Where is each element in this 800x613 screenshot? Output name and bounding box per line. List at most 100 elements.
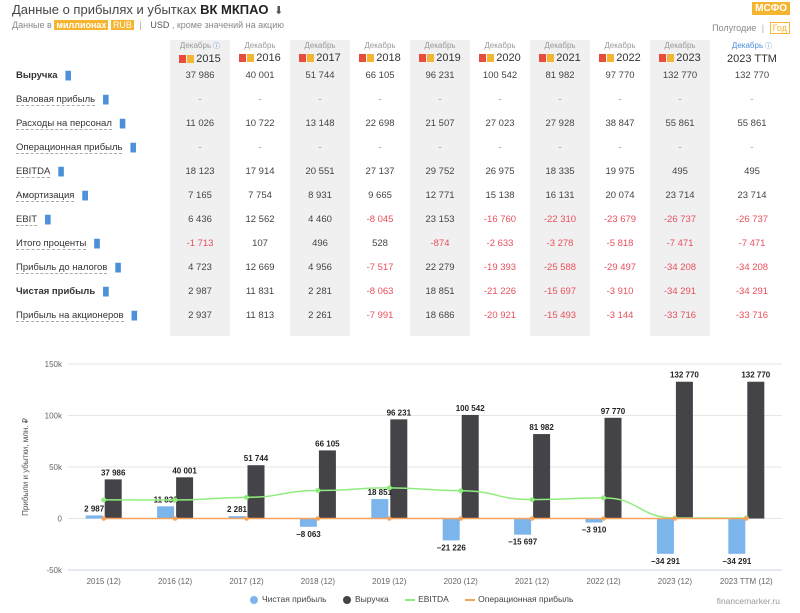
download-icon[interactable]: ⬇	[274, 5, 284, 17]
x-tick-label: 2016 (12)	[158, 577, 193, 586]
bar-chart-icon[interactable]: ▐▌	[62, 71, 74, 80]
xls-report-icon[interactable]	[487, 54, 495, 63]
revenue-bar	[675, 381, 693, 519]
table-cell: 495	[744, 166, 760, 177]
table-cell: 4 723	[188, 262, 212, 273]
xls-report-icon[interactable]	[307, 54, 315, 63]
table-cell: -7 471	[666, 238, 694, 249]
row-label[interactable]: Прибыль до налогов ▐▌	[16, 262, 124, 274]
xls-report-icon[interactable]	[667, 54, 675, 63]
legend-net-profit[interactable]: Чистая прибыль	[250, 594, 327, 604]
column-shade	[410, 40, 470, 336]
legend-ebitda[interactable]: EBITDA	[405, 594, 449, 604]
table-cell: -	[618, 94, 622, 105]
row-label[interactable]: Итого проценты ▐▌	[16, 238, 103, 250]
column-year: 2023	[676, 52, 701, 64]
revenue-bar	[247, 465, 265, 519]
row-label[interactable]: EBITDA ▐▌	[16, 166, 67, 178]
row-label[interactable]: Прибыль на акционеров ▐▌	[16, 310, 140, 322]
bar-chart-icon[interactable]: ▐▌	[79, 191, 91, 200]
pdf-report-icon[interactable]	[419, 54, 427, 63]
pdf-report-icon[interactable]	[539, 54, 547, 63]
pdf-report-icon[interactable]	[299, 54, 307, 63]
operating-profit-point	[172, 516, 178, 521]
table-cell: 528	[372, 238, 388, 249]
table-cell: -19 393	[483, 262, 517, 273]
xls-report-icon[interactable]	[367, 54, 375, 63]
bar-chart-icon[interactable]: ▐▌	[42, 215, 54, 224]
table-cell: 21 507	[425, 118, 455, 129]
operating-profit-point	[101, 516, 106, 521]
ebitda-point	[601, 495, 606, 501]
ebitda-point	[244, 494, 249, 500]
table-cell: 27 023	[485, 118, 515, 129]
pdf-report-icon[interactable]	[599, 54, 607, 63]
table-cell: -	[378, 94, 382, 105]
y-tick-label: 150k	[45, 360, 63, 369]
bar-chart-icon[interactable]: ▐▌	[128, 311, 140, 320]
xls-report-icon[interactable]	[247, 54, 255, 63]
bar-chart-icon[interactable]: ▐▌	[112, 263, 124, 272]
bar-chart-icon[interactable]: ▐▌	[55, 167, 67, 176]
net-profit-bar	[371, 499, 389, 519]
pdf-report-icon[interactable]	[239, 54, 247, 63]
company-name: ВК МКПАО	[200, 2, 269, 17]
net-profit-bar	[157, 506, 175, 519]
pdf-report-icon[interactable]	[659, 54, 667, 63]
xls-report-icon[interactable]	[187, 55, 195, 64]
currency-rub[interactable]: RUB	[110, 20, 134, 30]
table-cell: -34 291	[663, 286, 697, 297]
x-tick-label: 2023 (12)	[658, 577, 693, 586]
operating-profit-point	[601, 516, 606, 521]
pdf-report-icon[interactable]	[179, 55, 187, 64]
net-profit-bar	[656, 518, 674, 554]
bar-chart-icon[interactable]: ▐▌	[91, 239, 103, 248]
table-cell: 15 138	[485, 190, 515, 201]
column-header: Декабрь 2020	[470, 40, 530, 64]
row-label[interactable]: Валовая прибыль ▐▌	[16, 94, 112, 106]
net-profit-data-label: 2 281	[227, 505, 248, 514]
bar-chart-icon[interactable]: ▐▌	[127, 143, 139, 152]
table-cell: -	[678, 94, 682, 105]
net-profit-data-label: 18 851	[368, 488, 393, 497]
bar-chart-icon[interactable]: ▐▌	[100, 95, 112, 104]
net-profit-bar	[299, 518, 317, 527]
revenue-data-label: 132 770	[741, 371, 770, 380]
row-label[interactable]: Операционная прибыль ▐▌	[16, 142, 139, 154]
xls-report-icon[interactable]	[607, 54, 615, 63]
revenue-bar	[318, 450, 336, 519]
table-cell: -26 737	[735, 214, 769, 225]
table-cell: 2 281	[308, 286, 332, 297]
column-header: Декабрь 2016	[230, 40, 290, 64]
operating-profit-point	[672, 516, 678, 521]
revenue-data-label: 96 231	[387, 408, 412, 417]
xls-report-icon[interactable]	[547, 54, 555, 63]
row-label[interactable]: Расходы на персонал ▐▌	[16, 118, 129, 130]
row-label[interactable]: Выручка ▐▌	[16, 70, 74, 81]
currency-usd[interactable]: USD	[150, 20, 170, 30]
row-label[interactable]: Чистая прибыль ▐▌	[16, 286, 112, 297]
legend-revenue[interactable]: Выручка	[342, 594, 389, 604]
column-header: Декабрь 2021	[530, 40, 590, 64]
info-icon[interactable]: ⓘ	[211, 43, 221, 50]
net-profit-bar	[585, 518, 603, 523]
unit-selector[interactable]: миллионах	[54, 20, 109, 30]
ebitda-point	[101, 497, 107, 503]
table-cell: -	[558, 94, 562, 105]
legend-operating-profit[interactable]: Операционная прибыль	[465, 594, 573, 604]
bar-chart-icon[interactable]: ▐▌	[116, 119, 129, 128]
bar-chart-icon[interactable]: ▐▌	[100, 287, 112, 296]
info-icon[interactable]: ⓘ	[763, 43, 773, 50]
ebitda-point	[529, 497, 535, 503]
row-label[interactable]: EBIT ▐▌	[16, 214, 54, 226]
period-year[interactable]: Год	[769, 22, 790, 34]
table-cell: 20 551	[305, 166, 335, 177]
row-label[interactable]: Амортизация ▐▌	[16, 190, 91, 202]
table-cell: 19 975	[605, 166, 635, 177]
pdf-report-icon[interactable]	[479, 54, 487, 63]
table-cell: -16 760	[483, 214, 517, 225]
table-cell: -	[258, 142, 262, 153]
pdf-report-icon[interactable]	[359, 54, 367, 63]
period-halfyear[interactable]: Полугодие	[712, 23, 757, 33]
xls-report-icon[interactable]	[427, 54, 435, 63]
